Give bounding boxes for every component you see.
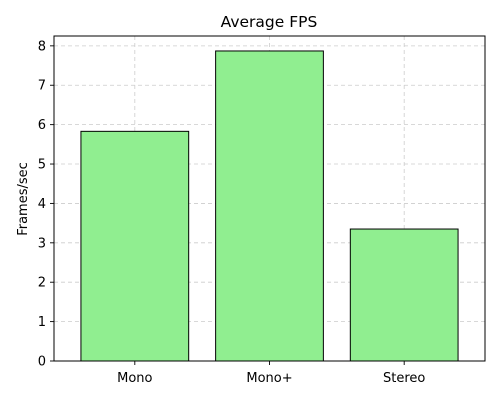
chart-title: Average FPS	[221, 13, 318, 31]
x-tick-label: Stereo	[383, 371, 425, 386]
bar-mono	[80, 130, 190, 362]
ticks: 0 1 2 3 4 5 6 7 8 Mono Mono+ Stereo	[38, 39, 426, 386]
x-tick-label: Mono	[117, 371, 152, 386]
y-tick-label: 2	[38, 276, 46, 291]
bar-stereo	[349, 228, 459, 362]
bar-mono-	[215, 50, 324, 362]
y-tick-label: 8	[38, 39, 46, 54]
y-tick-label: 4	[38, 197, 46, 212]
y-tick-label: 7	[38, 79, 46, 94]
y-tick-label: 1	[38, 315, 46, 330]
y-tick-label: 3	[38, 236, 46, 251]
y-tick-label: 6	[38, 118, 46, 133]
y-axis-label: Frames/sec	[16, 162, 31, 236]
x-tick-label: Mono+	[246, 371, 292, 386]
y-tick-label: 5	[38, 158, 46, 173]
y-tick-label: 0	[38, 355, 46, 370]
